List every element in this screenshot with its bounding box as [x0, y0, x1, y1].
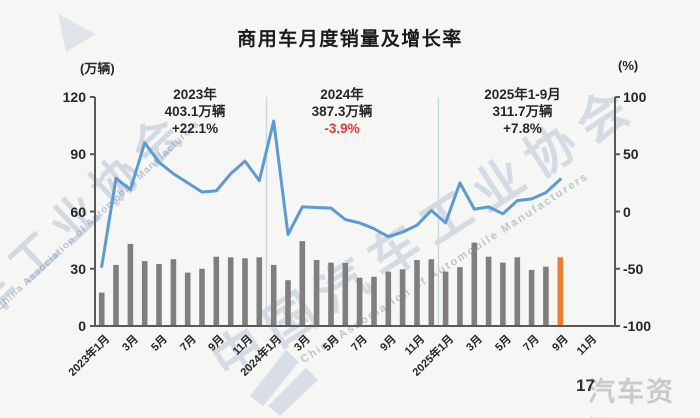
bar: [113, 264, 119, 326]
right-axis-unit: (%): [618, 58, 639, 73]
bar: [227, 257, 234, 326]
bar: [328, 262, 334, 326]
bar: [514, 257, 521, 326]
source-watermark: 汽车资源: [588, 377, 675, 418]
watermark-logo-shape: [268, 368, 318, 416]
annotation-year: 2024年: [320, 87, 364, 102]
chart-title: 商用车月度销量及增长率: [237, 29, 463, 50]
growth-line: [100, 119, 562, 268]
page-number: 17: [576, 376, 595, 395]
bar: [500, 262, 506, 326]
watermark-logo-shape: [250, 350, 299, 406]
bar: [285, 280, 291, 326]
bar: [428, 259, 435, 326]
bar: [557, 257, 564, 326]
left-axis-tick: 120: [62, 89, 86, 105]
annotation-change: +7.8%: [503, 121, 542, 136]
bar: [184, 272, 191, 326]
bar: [442, 271, 449, 326]
bar: [471, 242, 478, 326]
bar: [356, 277, 363, 326]
bar: [313, 260, 320, 326]
bar: [528, 269, 535, 326]
bar: [256, 257, 263, 326]
annotation-2024: 2024年 387.3万辆 -3.9%: [277, 86, 407, 137]
bar: [543, 266, 549, 326]
bar: [270, 264, 277, 326]
bar: [127, 243, 134, 326]
right-axis-tick: 50: [623, 146, 639, 162]
annotation-year: 2025年1-9月: [484, 87, 561, 102]
bar: [242, 258, 248, 326]
bar: [213, 256, 220, 326]
left-axis-tick: 60: [70, 204, 86, 220]
bar: [399, 269, 406, 326]
bar: [299, 241, 306, 326]
bar: [141, 261, 148, 326]
bar: [414, 260, 420, 326]
left-axis-unit: (万辆): [80, 61, 115, 76]
annotation-year: 2023年: [173, 87, 217, 102]
watermark-logo-shape: [58, 14, 96, 52]
annotation-2025: 2025年1-9月 311.7万辆 +7.8%: [450, 86, 595, 137]
annotation-total: 387.3万辆: [311, 104, 373, 119]
right-axis-tick: -50: [623, 261, 644, 277]
left-axis-tick: 90: [70, 146, 86, 162]
bar: [342, 263, 349, 326]
left-axis-tick: 0: [78, 318, 86, 334]
annotation-total: 311.7万辆: [492, 104, 553, 119]
right-axis-tick: 100: [623, 89, 647, 105]
bar: [371, 276, 377, 326]
annotation-2023: 2023年 403.1万辆 +22.1%: [130, 86, 260, 137]
bar: [156, 264, 162, 326]
bar: [485, 256, 492, 326]
annotation-change: -3.9%: [324, 121, 360, 136]
annotation-total: 403.1万辆: [164, 104, 226, 119]
left-axis-tick: 30: [70, 261, 86, 277]
bar: [457, 267, 463, 326]
right-axis-tick: -100: [623, 318, 652, 334]
bar: [170, 259, 177, 326]
bar: [199, 268, 205, 327]
right-axis-tick: 0: [623, 204, 631, 220]
bar: [98, 292, 105, 326]
annotation-change: +22.1%: [171, 121, 219, 136]
bar: [385, 271, 392, 326]
